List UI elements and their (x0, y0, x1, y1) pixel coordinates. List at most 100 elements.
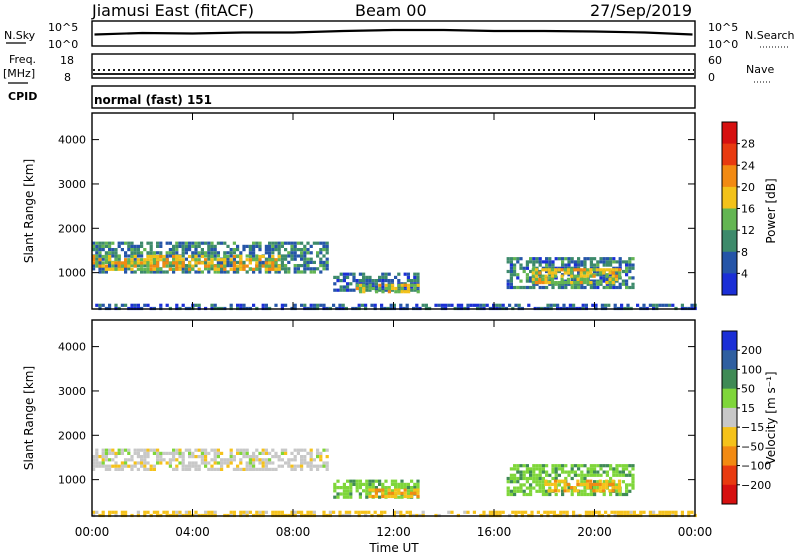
heatmap-cell (522, 492, 526, 497)
heatmap-cell (611, 274, 615, 278)
heatmap-cell (306, 451, 310, 455)
heatmap-cell (593, 263, 597, 267)
heatmap-cell (625, 269, 629, 274)
heatmap-cell (156, 267, 160, 271)
heatmap-cell (573, 464, 577, 468)
heatmap-cell (229, 251, 233, 255)
heatmap-cell (316, 251, 320, 255)
heatmap-cell (614, 486, 618, 490)
heatmap-cell (149, 244, 153, 248)
heatmap-cell (593, 467, 597, 471)
heatmap-cell (316, 254, 320, 258)
heatmap-cell (349, 482, 353, 486)
heatmap-cell (264, 448, 268, 452)
heatmap-cell (583, 486, 587, 490)
heatmap-cell (472, 303, 476, 307)
heatmap-cell (554, 492, 558, 497)
heatmap-cell (114, 451, 118, 455)
heatmap-cell (586, 281, 590, 285)
heatmap-cell (245, 244, 249, 248)
heatmap-cell (628, 489, 632, 493)
heatmap-cell (104, 254, 108, 259)
heatmap-cell (268, 248, 272, 252)
heatmap-cell (586, 271, 590, 275)
heatmap-cell (612, 467, 616, 471)
heatmap-cell (124, 270, 128, 274)
heatmap-cell (529, 492, 533, 497)
heatmap-cell (589, 281, 593, 285)
heatmap-cell (181, 244, 185, 248)
heatmap-cell (236, 244, 240, 248)
heatmap-cell (614, 277, 619, 281)
heatmap-cell (156, 270, 160, 274)
heatmap-cell (197, 303, 201, 307)
heatmap-cell (213, 451, 217, 455)
heatmap-cell (485, 303, 489, 307)
heatmap-cell (293, 270, 297, 274)
heatmap-cell (124, 464, 128, 468)
heatmap-cell (200, 251, 204, 255)
heatmap-cell (280, 510, 284, 514)
heatmap-cell (355, 283, 359, 287)
ytick-label: 4000 (58, 341, 86, 354)
heatmap-cell (127, 248, 131, 252)
heatmap-cell (534, 277, 539, 281)
freq-left-tick-top: 18 (60, 54, 74, 67)
heatmap-cell (549, 303, 553, 307)
freq-left-label-1: Freq. (9, 53, 36, 66)
heatmap-cell (101, 448, 105, 452)
colorbar-swatch (722, 369, 737, 390)
heatmap-cell (556, 303, 560, 307)
heatmap-cell (200, 248, 204, 252)
heatmap-cell (384, 283, 388, 287)
heatmap-cell (252, 455, 256, 459)
heatmap-cell (596, 282, 600, 286)
heatmap-cell (612, 257, 616, 261)
heatmap-cell (271, 461, 275, 465)
heatmap-cell (117, 464, 121, 468)
heatmap-cell (175, 244, 179, 248)
heatmap-cell (258, 244, 262, 248)
heatmap-cell (280, 303, 284, 307)
heatmap-cell (136, 248, 140, 252)
heatmap-cell (629, 510, 633, 514)
heatmap-cell (130, 464, 134, 468)
heatmap-cell (621, 260, 625, 264)
heatmap-cell (538, 260, 542, 264)
heatmap-cell (532, 257, 536, 261)
heatmap-cell (108, 241, 112, 245)
heatmap-cell (108, 464, 112, 468)
heatmap-cell (306, 461, 310, 465)
heatmap-cell (213, 254, 217, 258)
heatmap-cell (378, 275, 382, 279)
heatmap-cell (120, 248, 124, 252)
heatmap-cell (596, 464, 600, 468)
heatmap-cell (390, 494, 394, 499)
heatmap-cell (175, 261, 179, 265)
heatmap-cell (560, 479, 564, 483)
colorbar-swatch (722, 446, 737, 467)
heatmap-cell (152, 264, 156, 268)
heatmap-cell (117, 254, 121, 259)
heatmap-cell (204, 267, 208, 271)
heatmap-cell (95, 254, 99, 258)
heatmap-cell (531, 281, 535, 285)
x-axis-ticks: 00:00 04:00 08:00 12:00 16:00 20:00 00:00 (75, 113, 712, 539)
heatmap-cell (124, 261, 128, 265)
heatmap-cell (400, 283, 404, 287)
heatmap-cell (252, 451, 256, 455)
heatmap-cell (284, 257, 288, 261)
heatmap-cell (255, 455, 259, 459)
heatmap-cell (551, 282, 555, 286)
heatmap-cell (120, 267, 124, 271)
heatmap-cell (226, 270, 230, 274)
heatmap-cell (529, 486, 533, 490)
heatmap-cell (547, 268, 551, 272)
heatmap-cell (210, 264, 214, 268)
heatmap-cell (194, 461, 198, 465)
heatmap-cell (573, 470, 577, 474)
colorbar-tick-label: 8 (741, 246, 748, 259)
heatmap-cell (184, 467, 188, 471)
heatmap-cell (602, 464, 606, 468)
heatmap-cell (280, 464, 284, 468)
